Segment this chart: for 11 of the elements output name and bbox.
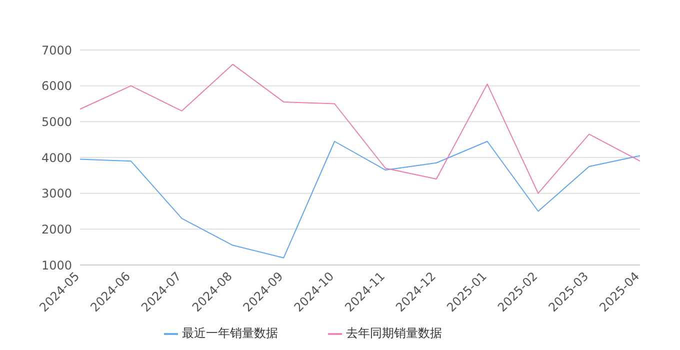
y-tick-label: 4000 [41,150,72,165]
legend-label: 去年同期销量数据 [346,326,442,340]
y-tick-label: 6000 [41,79,72,94]
legend-label: 最近一年销量数据 [182,326,278,340]
y-tick-label: 3000 [41,186,72,201]
y-tick-label: 7000 [41,43,72,58]
line-series [80,140,640,258]
line-series [80,64,640,194]
y-tick-label: 1000 [41,258,72,272]
y-tick-label: 2000 [41,222,72,236]
y-tick-label: 5000 [41,114,72,129]
